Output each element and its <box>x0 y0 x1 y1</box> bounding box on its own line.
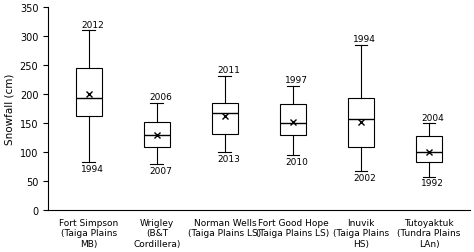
Text: 1992: 1992 <box>421 179 444 188</box>
Text: 1997: 1997 <box>285 76 308 84</box>
Text: 2007: 2007 <box>149 166 172 175</box>
PathPatch shape <box>144 123 170 147</box>
PathPatch shape <box>212 104 238 134</box>
Text: 2002: 2002 <box>353 173 376 182</box>
Text: 1994: 1994 <box>353 35 376 44</box>
Text: 2012: 2012 <box>81 21 104 29</box>
Text: 1994: 1994 <box>81 164 104 173</box>
Text: 2010: 2010 <box>285 157 308 166</box>
PathPatch shape <box>348 99 374 147</box>
Text: 2004: 2004 <box>421 113 444 122</box>
Y-axis label: Snowfall (cm): Snowfall (cm) <box>4 74 14 145</box>
Text: 2006: 2006 <box>149 93 172 102</box>
PathPatch shape <box>280 105 306 135</box>
PathPatch shape <box>76 69 102 116</box>
Text: 2011: 2011 <box>217 66 240 75</box>
PathPatch shape <box>416 137 442 163</box>
Text: 2013: 2013 <box>217 154 240 164</box>
